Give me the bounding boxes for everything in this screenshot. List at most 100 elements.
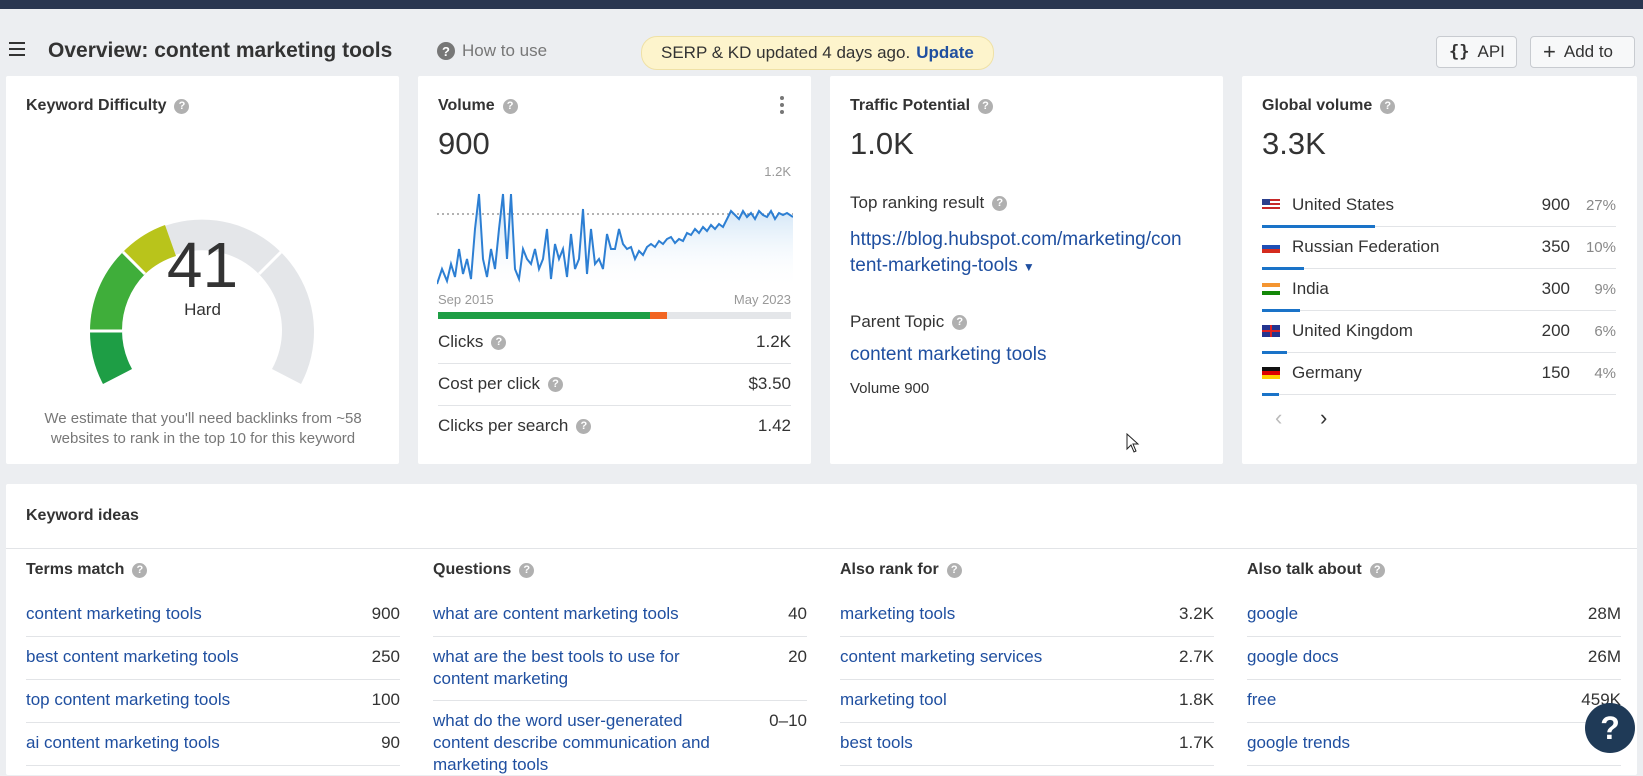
keyword-row[interactable]: ai content marketing tools 90 — [26, 723, 400, 766]
global-title-label: Global volume — [1262, 97, 1373, 114]
kd-title: Keyword Difficulty ? — [26, 97, 190, 115]
caret-down-icon[interactable]: ▼ — [1022, 260, 1035, 274]
help-chat-button[interactable]: ? — [1585, 703, 1635, 753]
keyword-volume: 1.7K — [1179, 733, 1214, 752]
keyword-link[interactable]: best tools — [840, 733, 913, 752]
help-icon[interactable]: ? — [576, 418, 592, 434]
how-to-use-link[interactable]: ? How to use — [437, 41, 547, 61]
kd-level: Hard — [184, 300, 221, 319]
add-to-label: Add to — [1563, 42, 1614, 61]
gauge-segment-2 — [90, 252, 145, 331]
keyword-link[interactable]: ai content marketing tools — [26, 733, 220, 752]
volume-title-label: Volume — [438, 97, 495, 114]
keyword-volume: 90 — [381, 733, 400, 752]
top-ranking-url-line2[interactable]: tent-marketing-tools — [850, 255, 1018, 276]
clicks-split-bar — [438, 312, 791, 319]
menu-icon[interactable] — [9, 42, 25, 56]
keyword-link[interactable]: google — [1247, 604, 1299, 623]
help-icon[interactable]: ? — [952, 314, 968, 330]
help-icon[interactable]: ? — [946, 562, 962, 578]
help-icon[interactable]: ? — [548, 376, 564, 392]
metric-label: Clicks per search — [438, 416, 569, 435]
keyword-ideas-title: Keyword ideas — [26, 507, 139, 524]
how-to-use-label: How to use — [462, 41, 548, 60]
keyword-row[interactable]: google trends24 — [1247, 723, 1621, 766]
keyword-row[interactable]: content marketing tools 900 — [26, 594, 400, 637]
help-icon[interactable]: ? — [174, 98, 190, 114]
keyword-link[interactable]: free — [1247, 690, 1277, 709]
parent-topic-link[interactable]: content marketing tools — [850, 344, 1047, 365]
country-row[interactable]: India 300 9% — [1262, 268, 1616, 312]
keyword-link[interactable]: what are content marketing tools — [433, 604, 679, 623]
country-row[interactable]: United Kingdom 200 6% — [1262, 310, 1616, 354]
api-button-label: API — [1477, 42, 1505, 61]
previous-page-icon[interactable]: ‹ — [1275, 405, 1283, 430]
gauge-segment-1 — [89, 331, 132, 384]
help-icon[interactable]: ? — [491, 334, 507, 350]
keyword-row[interactable]: google 28M — [1247, 594, 1621, 637]
gauge-segment-3 — [123, 225, 176, 274]
help-icon[interactable]: ? — [978, 98, 994, 114]
help-icon[interactable]: ? — [132, 562, 148, 578]
keyword-link[interactable]: google trends — [1247, 733, 1351, 752]
keyword-row[interactable]: best tools 1.7K — [840, 723, 1214, 766]
keyword-ideas-card: Keyword ideas Terms match ? content mark… — [6, 484, 1637, 775]
next-page-icon[interactable]: › — [1320, 405, 1328, 430]
api-button[interactable]: {} API — [1436, 36, 1517, 68]
keyword-row[interactable]: top content marketing tools 100 — [26, 680, 400, 723]
keyword-link[interactable]: content marketing services — [840, 647, 1043, 666]
chart-x-end: May 2023 — [733, 292, 791, 307]
keyword-row[interactable]: best content marketing tools 250 — [26, 637, 400, 680]
keyword-link[interactable]: what are the best tools to use for conte… — [433, 647, 680, 688]
country-row[interactable]: Russian Federation 350 10% — [1262, 226, 1616, 270]
help-icon[interactable]: ? — [992, 195, 1008, 211]
top-ranking-url[interactable]: https://blog.hubspot.com/marketing/con t… — [850, 227, 1210, 280]
column-title: Terms match — [26, 561, 125, 578]
keyword-row[interactable]: google docs 26M — [1247, 637, 1621, 680]
metric-label: Cost per click — [438, 374, 541, 393]
volume-title: Volume ? — [438, 97, 518, 115]
traffic-title: Traffic Potential ? — [850, 97, 994, 115]
help-icon[interactable]: ? — [519, 562, 535, 578]
keyword-row[interactable]: what are the best tools to use for conte… — [433, 637, 807, 701]
also-talk-about-title: Also talk about ? — [1247, 561, 1385, 579]
keyword-link[interactable]: content marketing tools — [26, 604, 202, 623]
update-link[interactable]: Update — [916, 43, 974, 62]
keyword-row[interactable]: what are content marketing tools 40 — [433, 594, 807, 637]
top-ranking-url-line1[interactable]: https://blog.hubspot.com/marketing/con — [850, 229, 1182, 250]
keyword-link[interactable]: top content marketing tools — [26, 690, 231, 709]
country-row[interactable]: United States 900 27% — [1262, 184, 1616, 228]
chart-x-start: Sep 2015 — [438, 292, 494, 307]
keyword-volume: 20 — [788, 647, 807, 666]
kd-card: Keyword Difficulty ? 41 Hard We estimate… — [6, 76, 399, 464]
country-share-bar — [1262, 309, 1300, 312]
country-row[interactable]: Germany 150 4% — [1262, 352, 1616, 396]
keyword-row[interactable]: marketing tool 1.8K — [840, 680, 1214, 723]
column-title: Questions — [433, 561, 512, 578]
keyword-row[interactable]: content marketing services 2.7K — [840, 637, 1214, 680]
keyword-row[interactable]: marketing tools 3.2K — [840, 594, 1214, 637]
keyword-link[interactable]: marketing tools — [840, 604, 956, 623]
keyword-row[interactable]: free 459K — [1247, 680, 1621, 723]
keyword-link[interactable]: google docs — [1247, 647, 1339, 666]
country-share: 4% — [1594, 364, 1616, 382]
help-icon[interactable]: ? — [1380, 98, 1396, 114]
more-options-icon[interactable] — [780, 96, 786, 114]
country-volume: 200 — [1541, 321, 1570, 340]
keyword-link[interactable]: marketing tool — [840, 690, 947, 709]
top-ranking-label: Top ranking result ? — [850, 193, 1008, 213]
ru-flag-icon — [1262, 241, 1280, 253]
help-icon[interactable]: ? — [1369, 562, 1385, 578]
page-title: Overview: content marketing tools — [48, 39, 393, 62]
country-share-bar — [1262, 267, 1304, 270]
keyword-row[interactable]: what do the word user-generated content … — [433, 701, 807, 775]
add-to-button[interactable]: + Add to — [1530, 36, 1635, 68]
traffic-potential-card: Traffic Potential ? 1.0K Top ranking res… — [830, 76, 1223, 464]
column-title: Also rank for — [840, 561, 939, 578]
serp-notice-text: SERP & KD updated 4 days ago. — [661, 43, 911, 62]
help-icon[interactable]: ? — [502, 98, 518, 114]
parent-topic-label-text: Parent Topic — [850, 312, 945, 331]
country-name: United States — [1292, 195, 1395, 214]
keyword-link[interactable]: what do the word user-generated content … — [433, 711, 710, 774]
keyword-link[interactable]: best content marketing tools — [26, 647, 239, 666]
